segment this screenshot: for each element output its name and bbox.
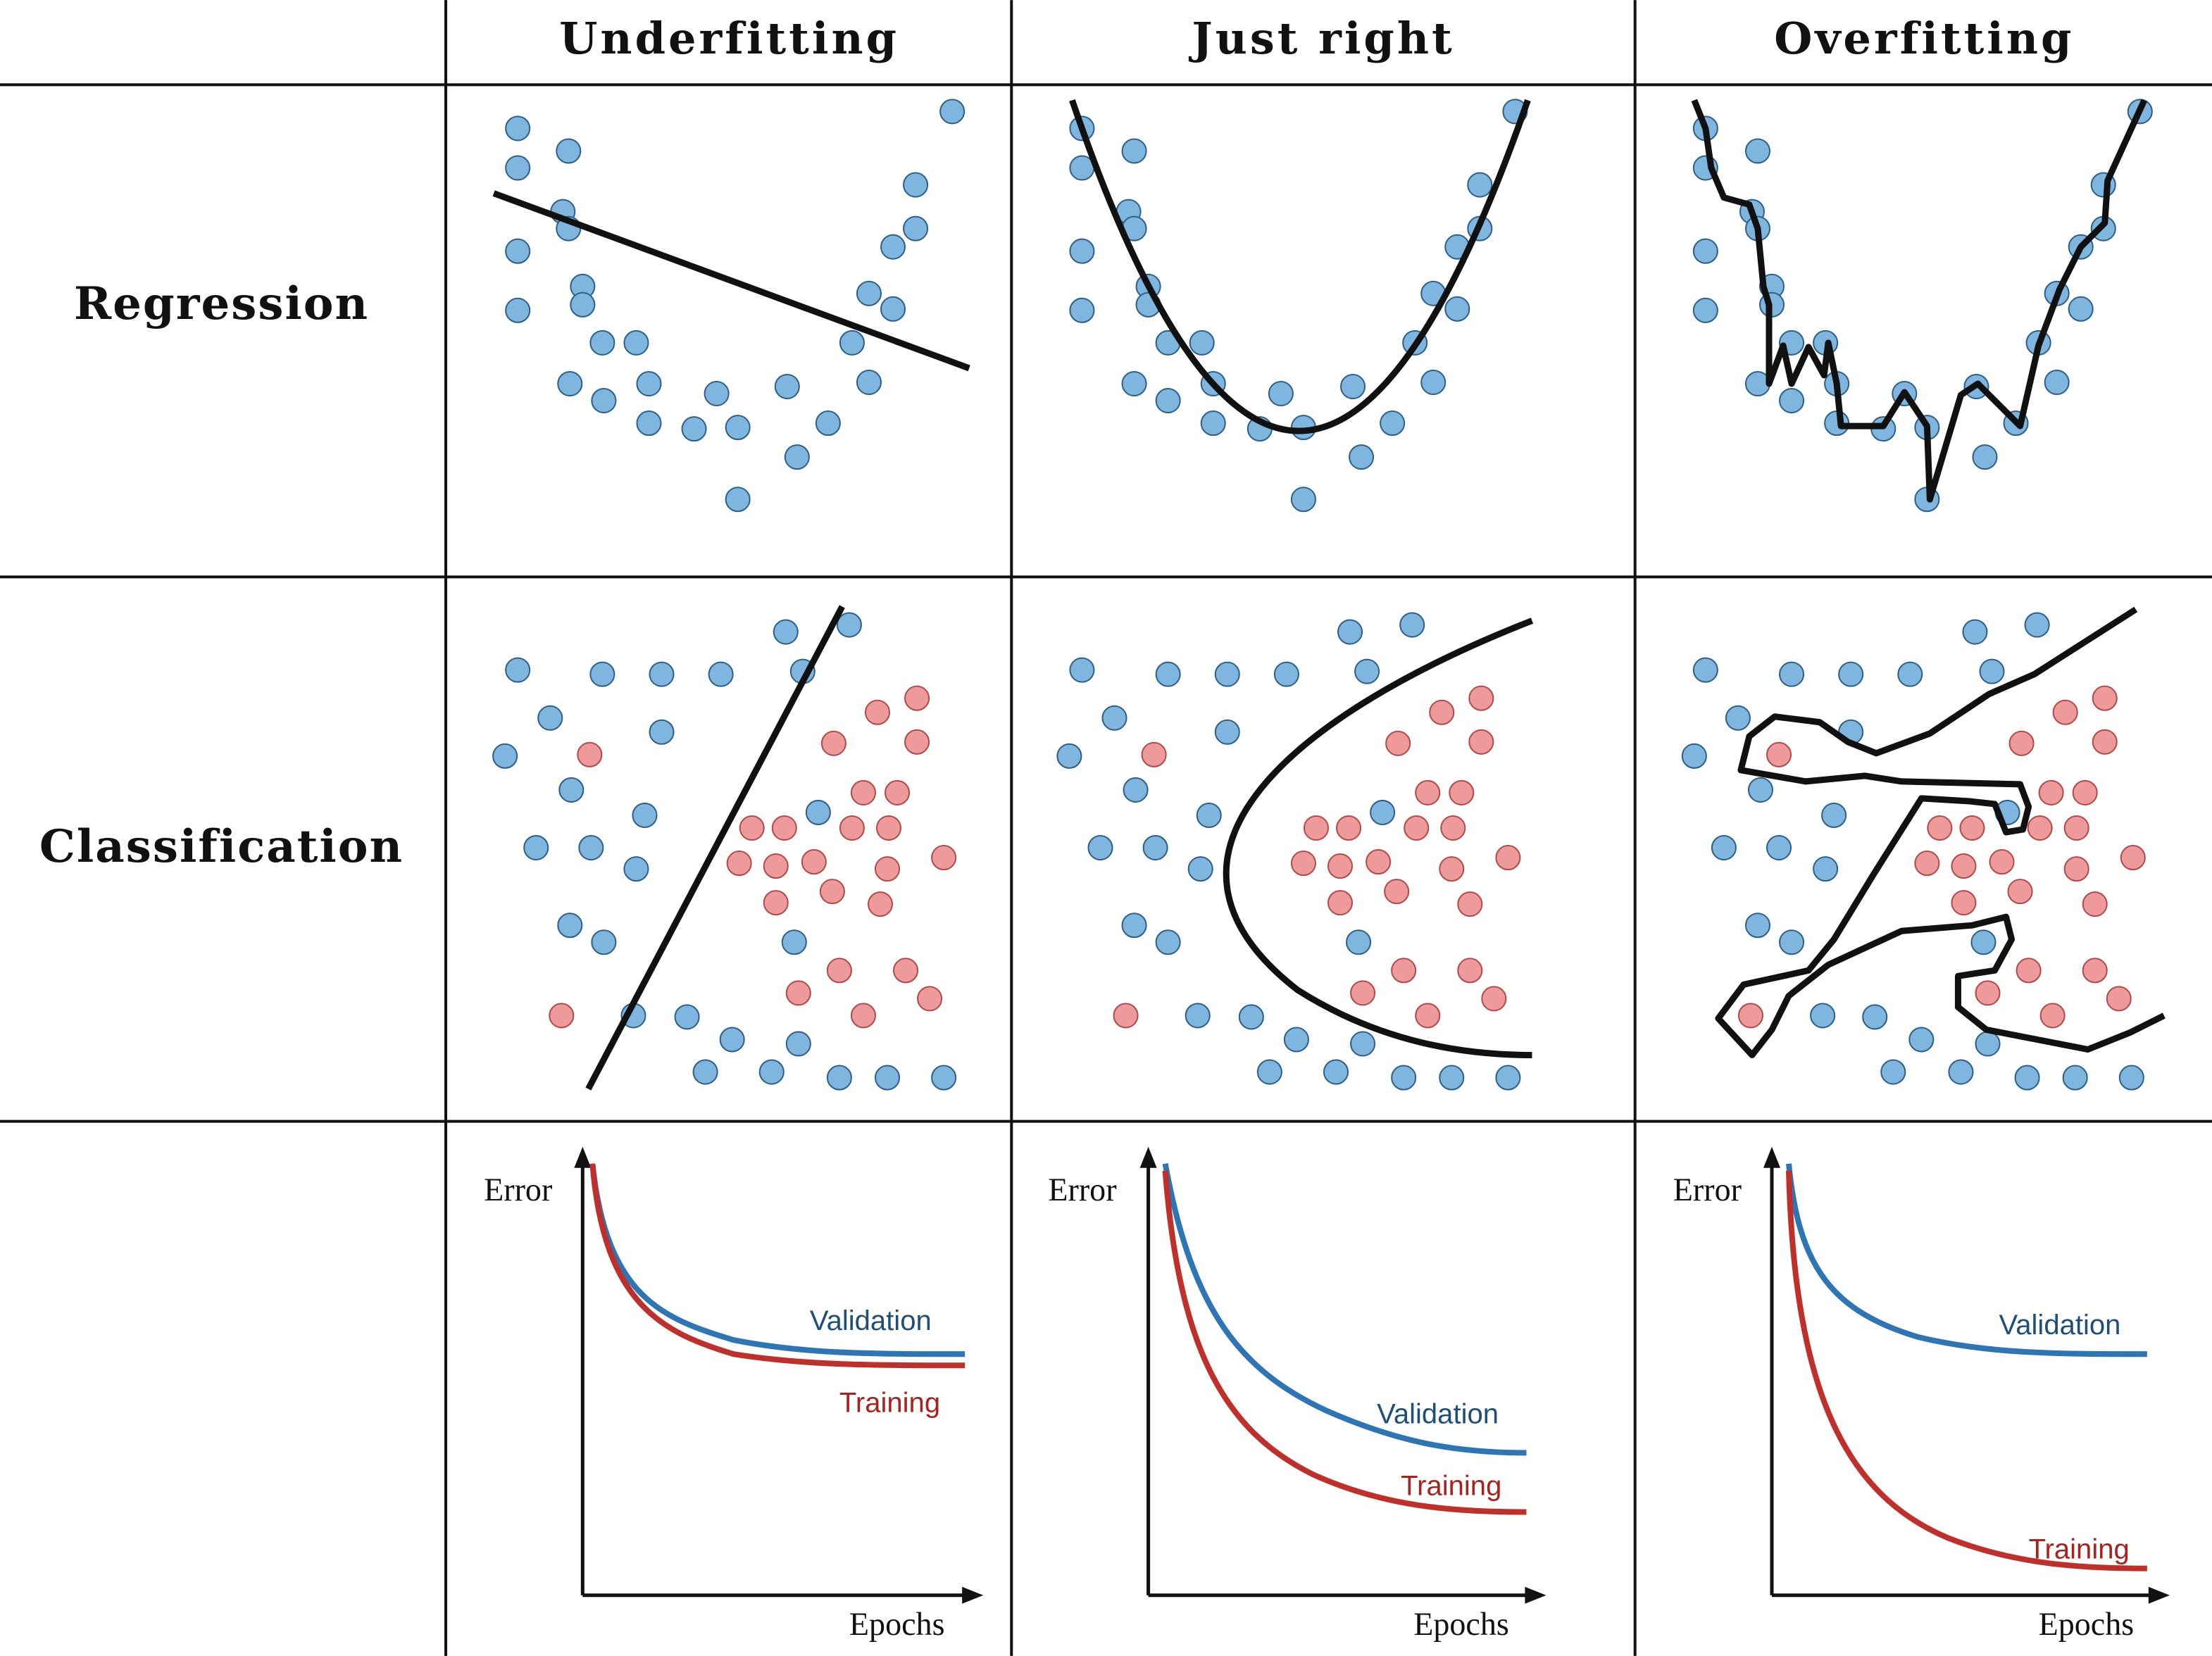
regression-underfitting-panel <box>492 99 970 513</box>
classification-just-right-panel <box>1056 612 1534 1091</box>
validation-label: Validation <box>810 1305 932 1336</box>
classification-overfitting-panel <box>1681 606 2166 1091</box>
training-curve <box>589 1163 966 1369</box>
y-axis <box>1139 1146 1157 1595</box>
validation-label: Validation <box>1999 1310 2121 1341</box>
x-axis-label: Epochs <box>1413 1606 1509 1642</box>
row-header-regression: Regression <box>74 277 369 330</box>
x-axis-label: Epochs <box>849 1606 945 1642</box>
red-class-points <box>549 685 957 1029</box>
training-label: Training <box>839 1387 940 1418</box>
error-chart-overfitting: Error Epochs Validation Training <box>1673 1146 2170 1642</box>
column-header-just-right: Just right <box>1188 13 1454 64</box>
row-header-classification: Classification <box>39 820 404 873</box>
validation-curve <box>589 1163 966 1357</box>
training-curve <box>1162 1170 1527 1515</box>
x-axis <box>1148 1586 1546 1604</box>
quadratic-fit-curve <box>1069 99 1531 434</box>
training-label: Training <box>2029 1534 2130 1565</box>
y-axis-label: Error <box>1673 1172 1742 1208</box>
y-axis-label: Error <box>1048 1172 1116 1208</box>
classification-underfitting-panel <box>492 605 957 1091</box>
column-header-overfitting: Overfitting <box>1774 13 2074 64</box>
x-axis-label: Epochs <box>2039 1606 2135 1642</box>
overfit-decision-boundary <box>1715 606 2166 1059</box>
x-axis <box>582 1586 984 1604</box>
validation-label: Validation <box>1377 1398 1499 1429</box>
error-chart-underfitting: Error Epochs Validation Training <box>484 1146 984 1642</box>
error-chart-just-right: Error Epochs Validation Training <box>1048 1146 1546 1642</box>
validation-curve <box>1162 1163 1527 1456</box>
red-class-points <box>1737 685 2146 1029</box>
overfit-zigzag-curve <box>1691 99 2147 503</box>
validation-curve <box>1786 1163 2147 1357</box>
y-axis <box>574 1146 592 1595</box>
linear-fit-line <box>492 190 970 372</box>
training-label: Training <box>1401 1471 1501 1502</box>
regression-points <box>1069 99 1528 513</box>
column-header-underfitting: Underfitting <box>559 13 899 64</box>
training-curve <box>1786 1170 2147 1572</box>
regression-points <box>1692 99 2153 513</box>
parabolic-decision-boundary <box>1223 617 1534 1059</box>
linear-decision-boundary <box>585 605 845 1091</box>
x-axis <box>1772 1586 2170 1604</box>
regression-just-right-panel <box>1069 99 1531 513</box>
regression-points <box>505 99 966 513</box>
y-axis <box>1763 1146 1781 1595</box>
regression-overfitting-panel <box>1691 99 2153 513</box>
y-axis-label: Error <box>484 1172 552 1208</box>
